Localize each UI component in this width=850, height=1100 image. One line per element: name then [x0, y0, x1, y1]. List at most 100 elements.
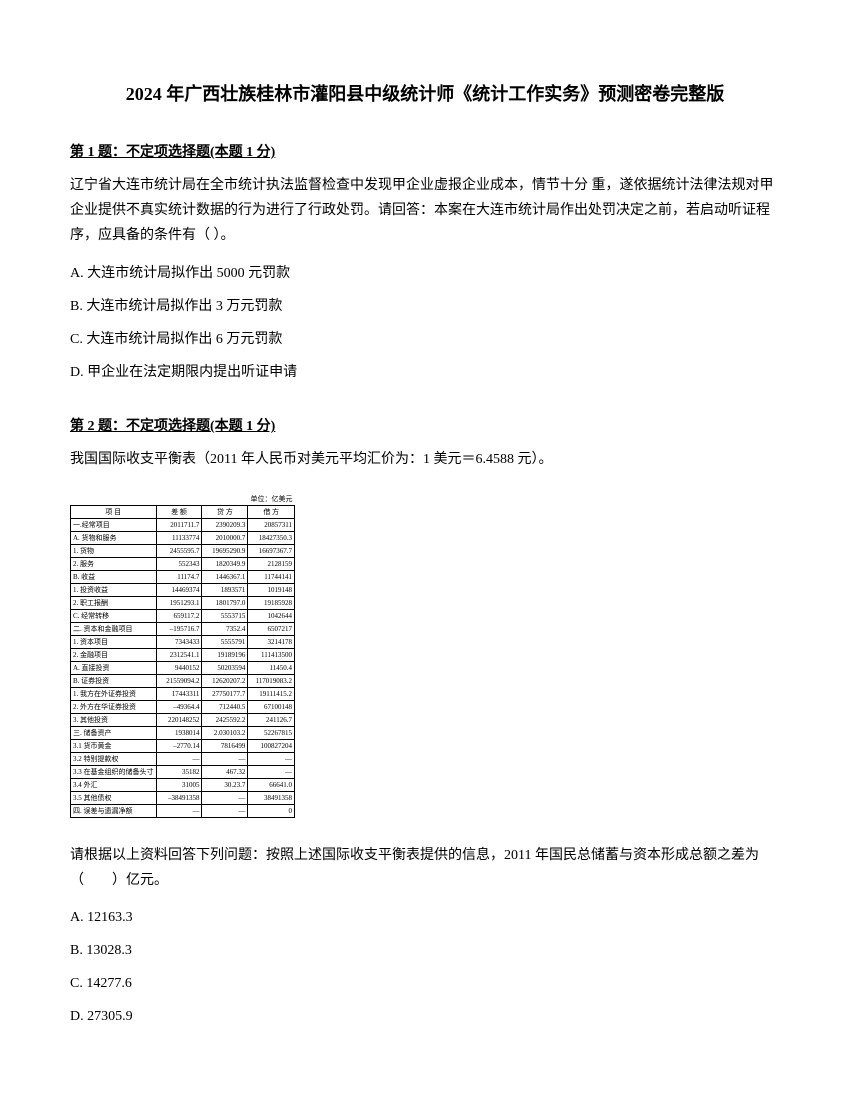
table-cell: 2455595.7 [156, 544, 202, 557]
table-cell: 67100148 [248, 700, 295, 713]
table-row: 四. 误差与遗漏净额——0 [71, 804, 295, 817]
table-cell: –2770.14 [156, 739, 202, 752]
table-cell: 5555791 [202, 635, 248, 648]
table-cell: 7816499 [202, 739, 248, 752]
q2-option-b: B. 13028.3 [70, 938, 780, 963]
table-cell: 19695290.9 [202, 544, 248, 557]
table-cell: 52267815 [248, 726, 295, 739]
table-cell: B. 证券投资 [71, 674, 157, 687]
table-cell: 1. 资本项目 [71, 635, 157, 648]
table-cell: 5553715 [202, 609, 248, 622]
table-cell: 111413500 [248, 648, 295, 661]
table-cell: 7352.4 [202, 622, 248, 635]
table-cell: 14469374 [156, 583, 202, 596]
table-cell: 2. 职工报酬 [71, 596, 157, 609]
table-cell: 1. 投资收益 [71, 583, 157, 596]
table-row: 三. 储备资产19380142.030103.252267815 [71, 726, 295, 739]
table-row: B. 收益11174.71446367.111744141 [71, 570, 295, 583]
table-cell: C. 经常转移 [71, 609, 157, 622]
table-cell: 19185928 [248, 596, 295, 609]
table-cell: 2312541.1 [156, 648, 202, 661]
table-cell: –38491358 [156, 791, 202, 804]
table-cell: 二. 资本和金融项目 [71, 622, 157, 635]
table-cell: 6507217 [248, 622, 295, 635]
table-cell: 1820349.9 [202, 557, 248, 570]
table-cell: A. 货物和服务 [71, 531, 157, 544]
table-cell: 1938014 [156, 726, 202, 739]
table-cell: 四. 误差与遗漏净额 [71, 804, 157, 817]
table-cell: 18427350.3 [248, 531, 295, 544]
table-cell: 20857311 [248, 518, 295, 531]
table-cell: 0 [248, 804, 295, 817]
q1-header: 第 1 题：不定项选择题(本题 1 分) [70, 141, 780, 161]
table-cell: 11133774 [156, 531, 202, 544]
th-item: 项 目 [71, 505, 157, 518]
table-cell: 30.23.7 [202, 778, 248, 791]
table-cell: 220148252 [156, 713, 202, 726]
q2-followup: 请根据以上资料回答下列问题：按照上述国际收支平衡表提供的信息，2011 年国民总… [70, 843, 780, 893]
question-2: 第 2 题：不定项选择题(本题 1 分) 我国国际收支平衡表（2011 年人民币… [70, 415, 780, 1029]
th-credit: 贷 方 [202, 505, 248, 518]
table-cell: 38491358 [248, 791, 295, 804]
table-cell: –195716.7 [156, 622, 202, 635]
table-cell: 3.1 货币黄金 [71, 739, 157, 752]
th-debit: 借 方 [248, 505, 295, 518]
table-cell: A. 直接投资 [71, 661, 157, 674]
table-cell: 21559094.2 [156, 674, 202, 687]
table-cell: 9440152 [156, 661, 202, 674]
table-cell: 11744141 [248, 570, 295, 583]
table-cell: 2. 服务 [71, 557, 157, 570]
q1-option-d: D. 甲企业在法定期限内提出听证申请 [70, 360, 780, 385]
table-cell: 7343433 [156, 635, 202, 648]
table-cell: — [202, 791, 248, 804]
table-row: 1. 货物2455595.719695290.916697367.7 [71, 544, 295, 557]
table-cell: 一.经常项目 [71, 518, 157, 531]
table-cell: — [156, 804, 202, 817]
table-cell: 31005 [156, 778, 202, 791]
table-cell: 17443311 [156, 687, 202, 700]
table-cell: 3214178 [248, 635, 295, 648]
table-cell: –49364.4 [156, 700, 202, 713]
q2-body: 我国国际收支平衡表（2011 年人民币对美元平均汇价为：1 美元＝6.4588 … [70, 447, 780, 472]
table-row: 2. 金融项目2312541.119189196111413500 [71, 648, 295, 661]
table-cell: 241126.7 [248, 713, 295, 726]
table-cell: 100827204 [248, 739, 295, 752]
table-row: 3.4 外汇3100530.23.766641.0 [71, 778, 295, 791]
q1-option-a: A. 大连市统计局拟作出 5000 元罚款 [70, 261, 780, 286]
table-row: 一.经常项目2011711.72390209.320857311 [71, 518, 295, 531]
table-cell: 3.5 其他债权 [71, 791, 157, 804]
table-cell: 19111415.2 [248, 687, 295, 700]
table-cell: — [248, 765, 295, 778]
table-row: 3. 其他投资2201482522425592.2241126.7 [71, 713, 295, 726]
q2-option-a: A. 12163.3 [70, 905, 780, 930]
table-cell: 1951293.1 [156, 596, 202, 609]
table-cell: 2010000.7 [202, 531, 248, 544]
table-cell: — [248, 752, 295, 765]
table-row: 3.1 货币黄金–2770.147816499100827204 [71, 739, 295, 752]
table-cell: 2128159 [248, 557, 295, 570]
table-cell: 3.2 特别提款权 [71, 752, 157, 765]
table-cell: 35182 [156, 765, 202, 778]
table-row: 2. 外方在华证券投资–49364.4712440.567100148 [71, 700, 295, 713]
table-row: 1. 我方在外证券投资1744331127750177.719111415.2 [71, 687, 295, 700]
q2-option-d: D. 27305.9 [70, 1004, 780, 1029]
table-cell: 1893571 [202, 583, 248, 596]
table-cell: 1042644 [248, 609, 295, 622]
q1-option-c: C. 大连市统计局拟作出 6 万元罚款 [70, 327, 780, 352]
table-cell: 117019083.2 [248, 674, 295, 687]
q2-header: 第 2 题：不定项选择题(本题 1 分) [70, 415, 780, 435]
th-diff: 差 额 [156, 505, 202, 518]
table-cell: 2425592.2 [202, 713, 248, 726]
table-cell: 3.3 在基金组织的储备头寸 [71, 765, 157, 778]
table-cell: 3.4 外汇 [71, 778, 157, 791]
table-row: B. 证券投资21559094.212620207.2117019083.2 [71, 674, 295, 687]
document-title: 2024 年广西壮族桂林市灌阳县中级统计师《统计工作实务》预测密卷完整版 [70, 80, 780, 106]
table-cell: 66641.0 [248, 778, 295, 791]
table-cell: 12620207.2 [202, 674, 248, 687]
table-cell: 三. 储备资产 [71, 726, 157, 739]
table-row: A. 直接投资94401525020359411450.4 [71, 661, 295, 674]
table-row: 2. 服务5523431820349.92128159 [71, 557, 295, 570]
table-cell: 2.030103.2 [202, 726, 248, 739]
table-cell: 2390209.3 [202, 518, 248, 531]
table-cell: 19189196 [202, 648, 248, 661]
